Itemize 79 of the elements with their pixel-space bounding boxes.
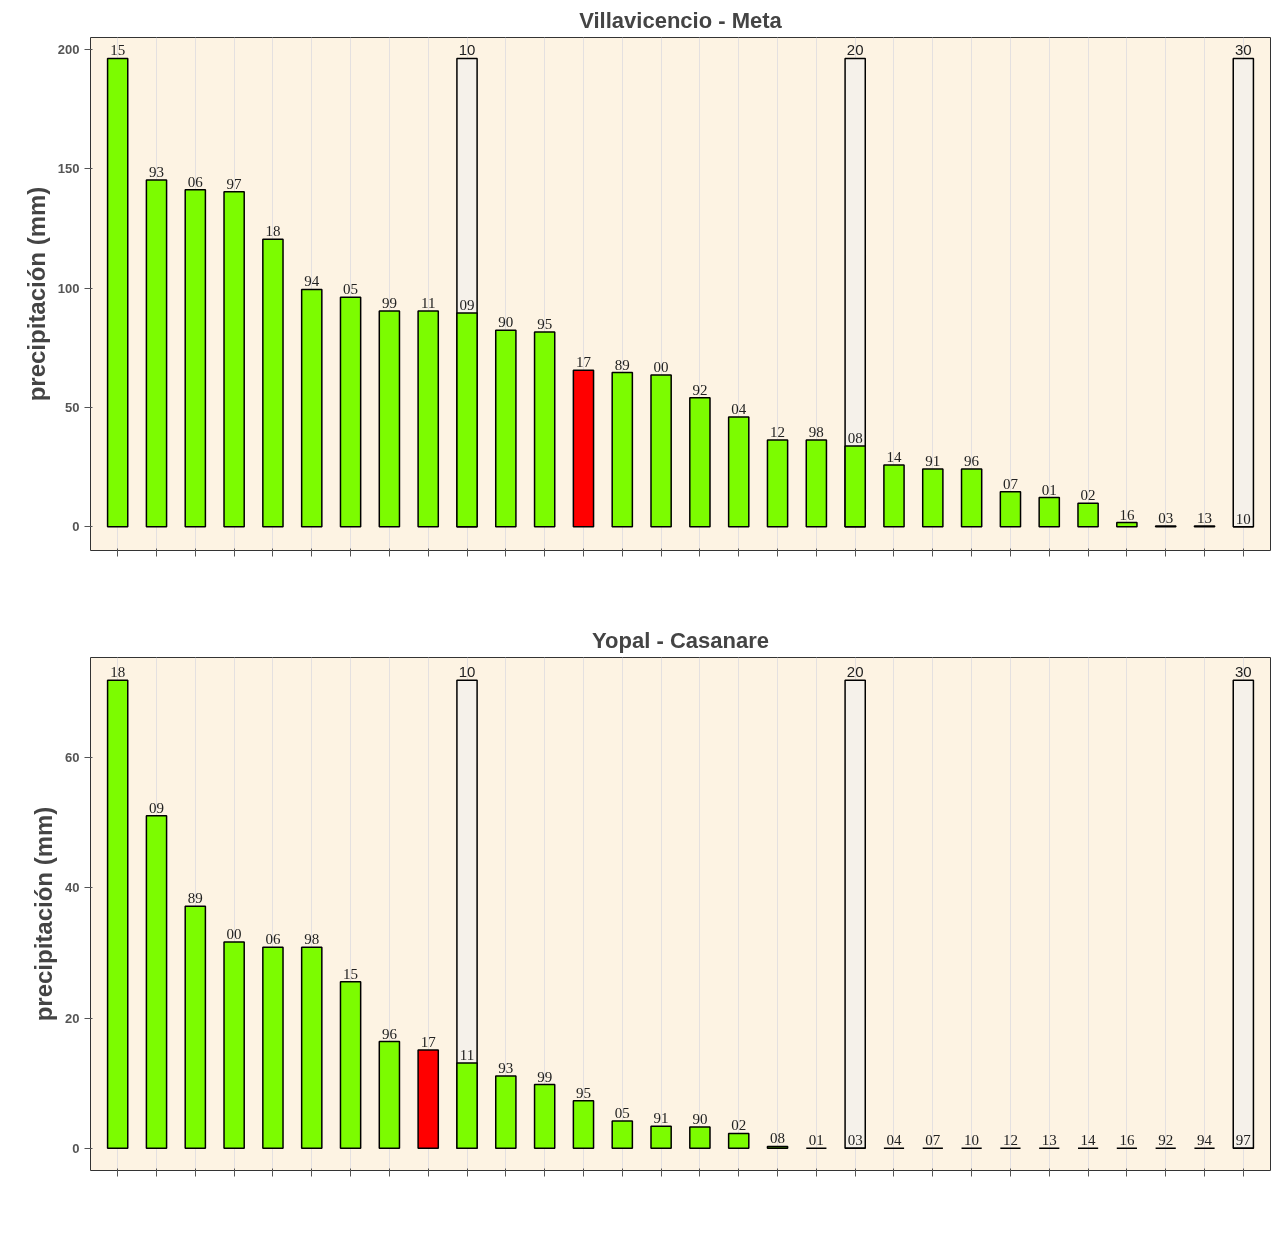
category-label: 12 <box>1002 1132 1018 1149</box>
category-label: 10 <box>964 1132 980 1149</box>
category-label: 00 <box>226 925 242 942</box>
category-label: 92 <box>692 381 708 398</box>
category-label: 13 <box>1197 509 1213 526</box>
category-label: 98 <box>808 424 824 441</box>
y-tick-label: 0 <box>72 519 80 535</box>
category-label: 89 <box>187 890 203 907</box>
category-label: 11 <box>459 1047 475 1064</box>
category-label: 04 <box>886 1132 902 1149</box>
annotation: 20 <box>846 663 864 681</box>
category-label: 18 <box>265 223 281 240</box>
annotation: 10 <box>458 663 476 681</box>
category-label: 94 <box>304 273 320 290</box>
annotation: 10 <box>458 41 476 59</box>
category-label: 93 <box>148 163 164 180</box>
category-label: 13 <box>1041 1132 1057 1149</box>
category-label: 01 <box>808 1132 824 1149</box>
category-label: 08 <box>847 429 863 446</box>
category-label: 18 <box>110 664 126 681</box>
category-label: 14 <box>886 449 902 466</box>
y-tick-label: 200 <box>57 41 80 57</box>
category-label: 03 <box>847 1132 863 1149</box>
y-tick-label: 150 <box>57 161 80 177</box>
category-label: 07 <box>925 1132 941 1149</box>
category-label: 14 <box>1080 1132 1096 1149</box>
category-label: 91 <box>925 452 941 469</box>
category-label: 06 <box>265 931 281 948</box>
y-tick-label: 20 <box>65 1010 80 1026</box>
y-tick-label: 50 <box>65 399 80 415</box>
category-label: 12 <box>770 424 786 441</box>
category-label: 01 <box>1041 481 1057 498</box>
category-label: 91 <box>653 1110 669 1127</box>
category-label: 07 <box>1002 475 1018 492</box>
category-label: 95 <box>537 315 553 332</box>
category-label: 15 <box>343 965 359 982</box>
y-axis-title: precipitación (mm) <box>30 806 58 1022</box>
category-label: 89 <box>614 356 630 373</box>
annotation: 30 <box>1234 41 1252 59</box>
y-axis-title: precipitación (mm) <box>22 186 50 402</box>
category-label: 94 <box>1197 1132 1213 1149</box>
category-label: 09 <box>459 297 475 314</box>
category-label: 16 <box>1119 506 1135 523</box>
category-label: 17 <box>575 354 591 371</box>
category-label: 96 <box>964 452 980 469</box>
y-tick-label: 0 <box>72 1140 80 1156</box>
y-tick-label: 60 <box>65 750 80 766</box>
category-label: 96 <box>381 1025 397 1042</box>
y-tick-label: 40 <box>65 880 80 896</box>
category-label: 99 <box>537 1068 553 1085</box>
category-label: 11 <box>420 294 436 311</box>
category-label: 90 <box>692 1110 708 1127</box>
category-label: 05 <box>614 1105 630 1122</box>
category-label: 99 <box>381 294 397 311</box>
category-label: 93 <box>498 1060 514 1077</box>
category-label: 00 <box>653 358 669 375</box>
category-label: 08 <box>770 1130 786 1147</box>
category-label: 09 <box>148 799 164 816</box>
category-label: 04 <box>731 400 747 417</box>
category-label: 90 <box>498 314 514 331</box>
category-label: 15 <box>110 42 126 59</box>
category-label: 10 <box>1235 510 1251 527</box>
category-label: 02 <box>1080 487 1096 504</box>
category-label: 95 <box>575 1084 591 1101</box>
chart-title: Yopal - Casanare <box>592 627 769 653</box>
category-label: 03 <box>1158 509 1174 526</box>
category-label: 05 <box>343 281 359 298</box>
category-label: 17 <box>420 1034 436 1051</box>
category-label: 92 <box>1158 1132 1174 1149</box>
category-label: 02 <box>731 1117 747 1134</box>
category-label: 98 <box>304 931 320 948</box>
category-label: 16 <box>1119 1132 1135 1149</box>
annotation: 30 <box>1234 663 1252 681</box>
chart-title: Villavicencio - Meta <box>579 7 783 33</box>
category-label: 97 <box>226 175 242 192</box>
y-tick-label: 100 <box>57 280 80 296</box>
category-label: 97 <box>1235 1132 1251 1149</box>
annotation: 20 <box>846 41 864 59</box>
category-label: 06 <box>187 173 203 190</box>
